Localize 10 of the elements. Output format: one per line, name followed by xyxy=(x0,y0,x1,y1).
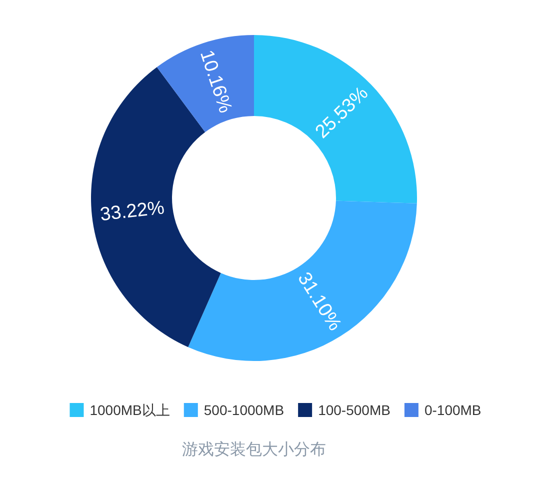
legend-label: 100-500MB xyxy=(318,402,390,418)
donut-slice xyxy=(188,200,417,361)
data-label: 33.22% xyxy=(99,198,166,226)
legend-label: 0-100MB xyxy=(424,402,482,418)
donut-slice xyxy=(254,35,417,204)
donut-slice xyxy=(156,35,254,132)
data-label: 10.16% xyxy=(195,48,236,116)
legend-label: 500-1000MB xyxy=(204,402,284,418)
text: 游戏安装包大小分布 xyxy=(182,440,326,458)
legend-label: 1000MB以上 xyxy=(90,402,170,418)
